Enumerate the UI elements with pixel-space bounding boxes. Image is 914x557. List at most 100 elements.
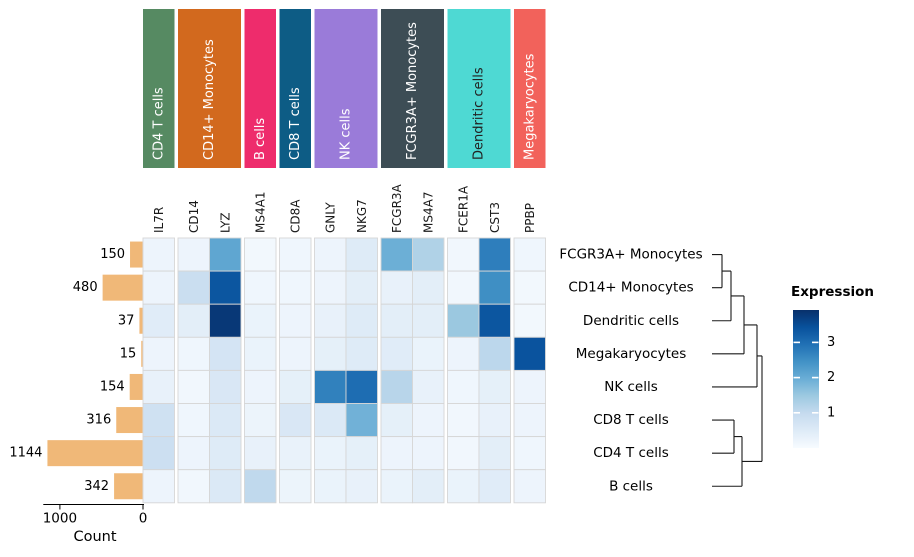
heatmap-cell: [380, 369, 413, 404]
heatmap-cell: [244, 469, 277, 504]
gene-label: CD14: [187, 200, 201, 233]
row-label: CD8 T cells: [593, 412, 669, 428]
heatmap-cell: [412, 469, 445, 504]
dendrogram-links: [712, 254, 763, 487]
heatmap-cell: [478, 237, 511, 272]
count-bar: [130, 241, 143, 268]
heatmap-cell: [380, 469, 413, 504]
heatmap-cell: [244, 336, 277, 371]
heatmap-cell: [244, 270, 277, 305]
heatmap-cell: [177, 436, 210, 471]
heatmap-cell: [142, 469, 175, 504]
heatmap-cell: [279, 436, 312, 471]
heatmap-cell: [142, 369, 175, 404]
heatmap-cell: [279, 403, 312, 438]
colorbar-tick-label: 3: [827, 335, 835, 350]
category-bar-label: NK cells: [339, 108, 354, 160]
heatmap-cell: [513, 436, 546, 471]
category-bar: [178, 9, 241, 168]
heatmap-cell: [380, 436, 413, 471]
heatmap-cell: [314, 436, 347, 471]
count-value: 154: [100, 379, 125, 394]
gene-column-labels: IL7R CD14 LYZ MS4A1 CD8A GNLY NKG7 FCGR3A MS4A7 F…: [152, 183, 537, 233]
heatmap-cell: [314, 303, 347, 338]
heatmap-cell: [314, 336, 347, 371]
heatmap-cell: [513, 403, 546, 438]
heatmap-cell: [345, 436, 378, 471]
heatmap-cell: [177, 336, 210, 371]
heatmap-cell: [142, 336, 175, 371]
gene-label: MS4A1: [253, 192, 267, 233]
heatmap-cell: [209, 270, 242, 305]
row-label: B cells: [609, 478, 653, 494]
row-label: CD14+ Monocytes: [568, 280, 693, 296]
category-bar: [514, 9, 546, 168]
heatmap-cell: [478, 469, 511, 504]
heatmap-cell: [513, 369, 546, 404]
heatmap-cell: [345, 303, 378, 338]
category-bar-label: FCGR3A+ Monocytes: [405, 22, 420, 160]
category-bar-label: CD8 T cells: [288, 87, 303, 160]
heatmap-cell: [478, 369, 511, 404]
count-value: 316: [86, 413, 111, 428]
heatmap-cell: [345, 237, 378, 272]
category-bar: [143, 9, 175, 168]
heatmap-cell: [513, 336, 546, 371]
gene-label: NKG7: [355, 199, 369, 233]
gene-label: CD8A: [288, 199, 302, 233]
count-bar: [129, 373, 143, 400]
heatmap-cell: [209, 436, 242, 471]
heatmap-cell: [380, 303, 413, 338]
heatmap-cell: [447, 336, 480, 371]
row-label: Megakaryocytes: [576, 346, 687, 362]
heatmap-cell: [279, 237, 312, 272]
heatmap-cell: [412, 336, 445, 371]
heatmap-cell: [314, 403, 347, 438]
heatmap-cell: [513, 270, 546, 305]
heatmap-cell: [345, 336, 378, 371]
row-label: NK cells: [604, 379, 658, 395]
heatmap-cell: [209, 237, 242, 272]
heatmap-cell: [279, 270, 312, 305]
heatmap-cell: [478, 303, 511, 338]
row-label: CD4 T cells: [593, 445, 669, 461]
colorbar-gradient: [793, 310, 819, 448]
category-bar: [447, 9, 511, 168]
count-bar: [47, 440, 143, 467]
heatmap-cell: [447, 403, 480, 438]
heatmap-cell: [244, 403, 277, 438]
colorbar-tick-label: 1: [827, 405, 835, 420]
heatmap-cell: [412, 237, 445, 272]
colorbar-tick-label: 2: [827, 370, 835, 385]
cell-count-bars: 150 480 37 15 154 316 1144 342: [9, 241, 143, 500]
gene-label: LYZ: [218, 212, 232, 233]
heatmap-cell: [412, 270, 445, 305]
count-bar: [102, 274, 143, 301]
cell-type-row-labels: FCGR3A+ Monocytes CD14+ Monocytes Dendriti…: [559, 247, 702, 495]
heatmap-cell: [478, 270, 511, 305]
gene-label: FCER1A: [456, 185, 470, 233]
heatmap-cell: [142, 436, 175, 471]
gene-label: PPBP: [523, 203, 537, 233]
expression-colorbar: Expression 1 2 3: [791, 284, 874, 448]
heatmap-cell: [345, 270, 378, 305]
heatmap-cell: [447, 237, 480, 272]
heatmap-cell: [142, 237, 175, 272]
category-bar-label: CD14+ Monocytes: [202, 39, 217, 160]
heatmap-cell: [345, 403, 378, 438]
count-bar: [114, 473, 143, 500]
heatmap-cell: [345, 369, 378, 404]
heatmap-cell: [279, 369, 312, 404]
category-bar-label: Megakaryocytes: [522, 53, 537, 160]
heatmap-cell: [380, 237, 413, 272]
heatmap-cell: [209, 469, 242, 504]
heatmap-cell: [177, 237, 210, 272]
heatmap-cell: [447, 270, 480, 305]
heatmap-cell: [314, 369, 347, 404]
heatmap-cell: [447, 469, 480, 504]
count-bar: [139, 307, 143, 334]
count-value: 480: [73, 280, 98, 295]
heatmap-cell: [244, 303, 277, 338]
